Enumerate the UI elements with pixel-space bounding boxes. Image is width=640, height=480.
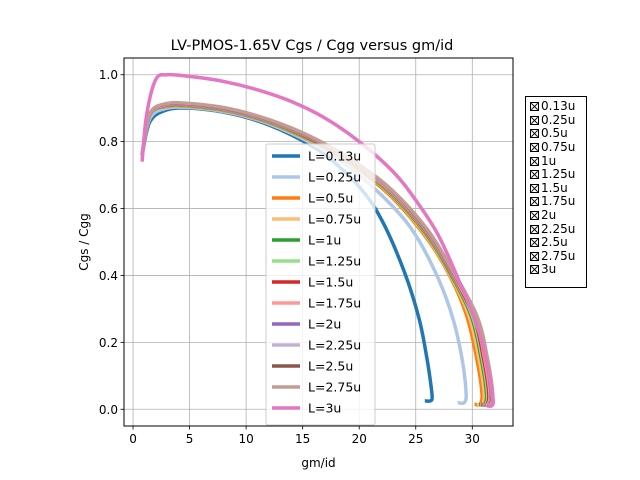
series-checkbox-item[interactable]: 0.25u <box>530 112 586 128</box>
plot-frame <box>123 57 514 427</box>
axis-ticks: 0 5 10 15 20 25 30 0.0 0.2 0.4 0.6 0.8 1.0 <box>99 68 480 446</box>
x-tick-label: 15 <box>295 432 310 446</box>
checkbox-label: 2.75u <box>541 248 576 263</box>
checkbox-label: 1.25u <box>541 167 576 182</box>
legend-label: L=0.75u <box>308 212 361 227</box>
legend-label: L=2u <box>308 317 341 332</box>
x-tick-label: 0 <box>129 432 137 446</box>
series-checkbox-item[interactable]: 2.25u <box>530 222 586 236</box>
legend-label: L=1.25u <box>308 254 361 269</box>
checkbox-checked-icon[interactable] <box>530 265 539 275</box>
series-checkbox-item[interactable]: 0.13u <box>530 100 586 114</box>
checkbox-checked-icon[interactable] <box>530 170 539 180</box>
legend-label: L=3u <box>308 401 341 416</box>
x-tick-label: 5 <box>186 432 194 446</box>
series-checkbox-item[interactable]: 1.75u <box>530 195 586 209</box>
checkbox-label: 3u <box>541 262 557 277</box>
x-tick-label: 20 <box>352 432 367 446</box>
y-tick-label: 1.0 <box>99 68 118 82</box>
series-checkbox-item[interactable]: 0.5u <box>530 127 586 141</box>
legend-label: L=2.5u <box>308 359 353 374</box>
series-checkbox-item[interactable]: 1.25u <box>530 168 586 182</box>
checkbox-label: 0.75u <box>541 140 576 155</box>
checkbox-checked-icon[interactable] <box>530 238 539 248</box>
series-checkbox-item[interactable]: 1.5u <box>530 180 586 196</box>
series-checkbox-item[interactable]: 0.75u <box>530 141 586 155</box>
checkbox-checked-icon[interactable] <box>530 197 539 207</box>
legend-label: L=0.5u <box>308 191 353 206</box>
checkbox-label: 2u <box>541 208 557 223</box>
checkbox-label: 1.5u <box>541 180 568 195</box>
checkbox-checked-icon[interactable] <box>530 211 539 221</box>
series-checkbox-item[interactable]: 2.75u <box>530 248 586 264</box>
checkbox-checked-icon[interactable] <box>530 156 539 166</box>
x-tick-label: 10 <box>238 432 253 446</box>
x-tick-label: 25 <box>408 432 423 446</box>
checkbox-checked-icon[interactable] <box>530 224 539 234</box>
y-tick-label: 0.0 <box>99 403 118 417</box>
series-line-12 <box>140 72 495 408</box>
legend: L=0.13u L=0.25u L=0.5u L=0.75u L=1u L=1.25u L=… <box>265 143 376 426</box>
series-checkbox-item[interactable]: 2u <box>530 209 586 223</box>
checkbox-checked-icon[interactable] <box>530 102 539 112</box>
legend-label: L=2.25u <box>308 338 361 353</box>
legend-label: L=0.25u <box>308 170 361 185</box>
x-axis-label: gm/id <box>301 456 335 470</box>
legend-label: L=1.5u <box>308 275 353 290</box>
y-axis-label: Cgs / Cgg <box>77 213 91 271</box>
checkbox-label: 0.25u <box>541 112 576 127</box>
checkbox-label: 2.5u <box>541 235 568 250</box>
x-tick-label: 30 <box>465 432 480 446</box>
legend-label: L=0.13u <box>308 149 361 164</box>
legend-box <box>265 143 376 426</box>
checkbox-checked-icon[interactable] <box>530 115 539 125</box>
y-tick-label: 0.8 <box>99 135 118 149</box>
series-check-panel: 0.13u 0.25u 0.5u 0.75u 1u 1.25u 1.5u 1.75u 2u 2.2… <box>525 96 587 288</box>
y-tick-label: 0.4 <box>99 269 118 283</box>
series-checkbox-item[interactable]: 3u <box>530 263 586 277</box>
checkbox-checked-icon[interactable] <box>530 143 539 153</box>
chart-title: LV-PMOS-1.65V Cgs / Cgg versus gm/id <box>171 38 454 54</box>
series-checkbox-item[interactable]: 1u <box>530 154 586 168</box>
checkbox-label: 1u <box>541 153 557 168</box>
checkbox-checked-icon[interactable] <box>530 183 539 193</box>
checkbox-label: 2.25u <box>541 221 576 236</box>
checkbox-label: 0.5u <box>541 126 568 141</box>
checkbox-label: 1.75u <box>541 194 576 209</box>
series-checkbox-item[interactable]: 2.5u <box>530 236 586 250</box>
y-tick-label: 0.2 <box>99 336 118 350</box>
checkbox-checked-icon[interactable] <box>530 251 539 261</box>
checkbox-label: 0.13u <box>541 99 576 114</box>
legend-label: L=1u <box>308 233 341 248</box>
legend-label: L=2.75u <box>308 380 361 395</box>
y-tick-label: 0.6 <box>99 202 118 216</box>
legend-label: L=1.75u <box>308 296 361 311</box>
checkbox-checked-icon[interactable] <box>530 129 539 139</box>
